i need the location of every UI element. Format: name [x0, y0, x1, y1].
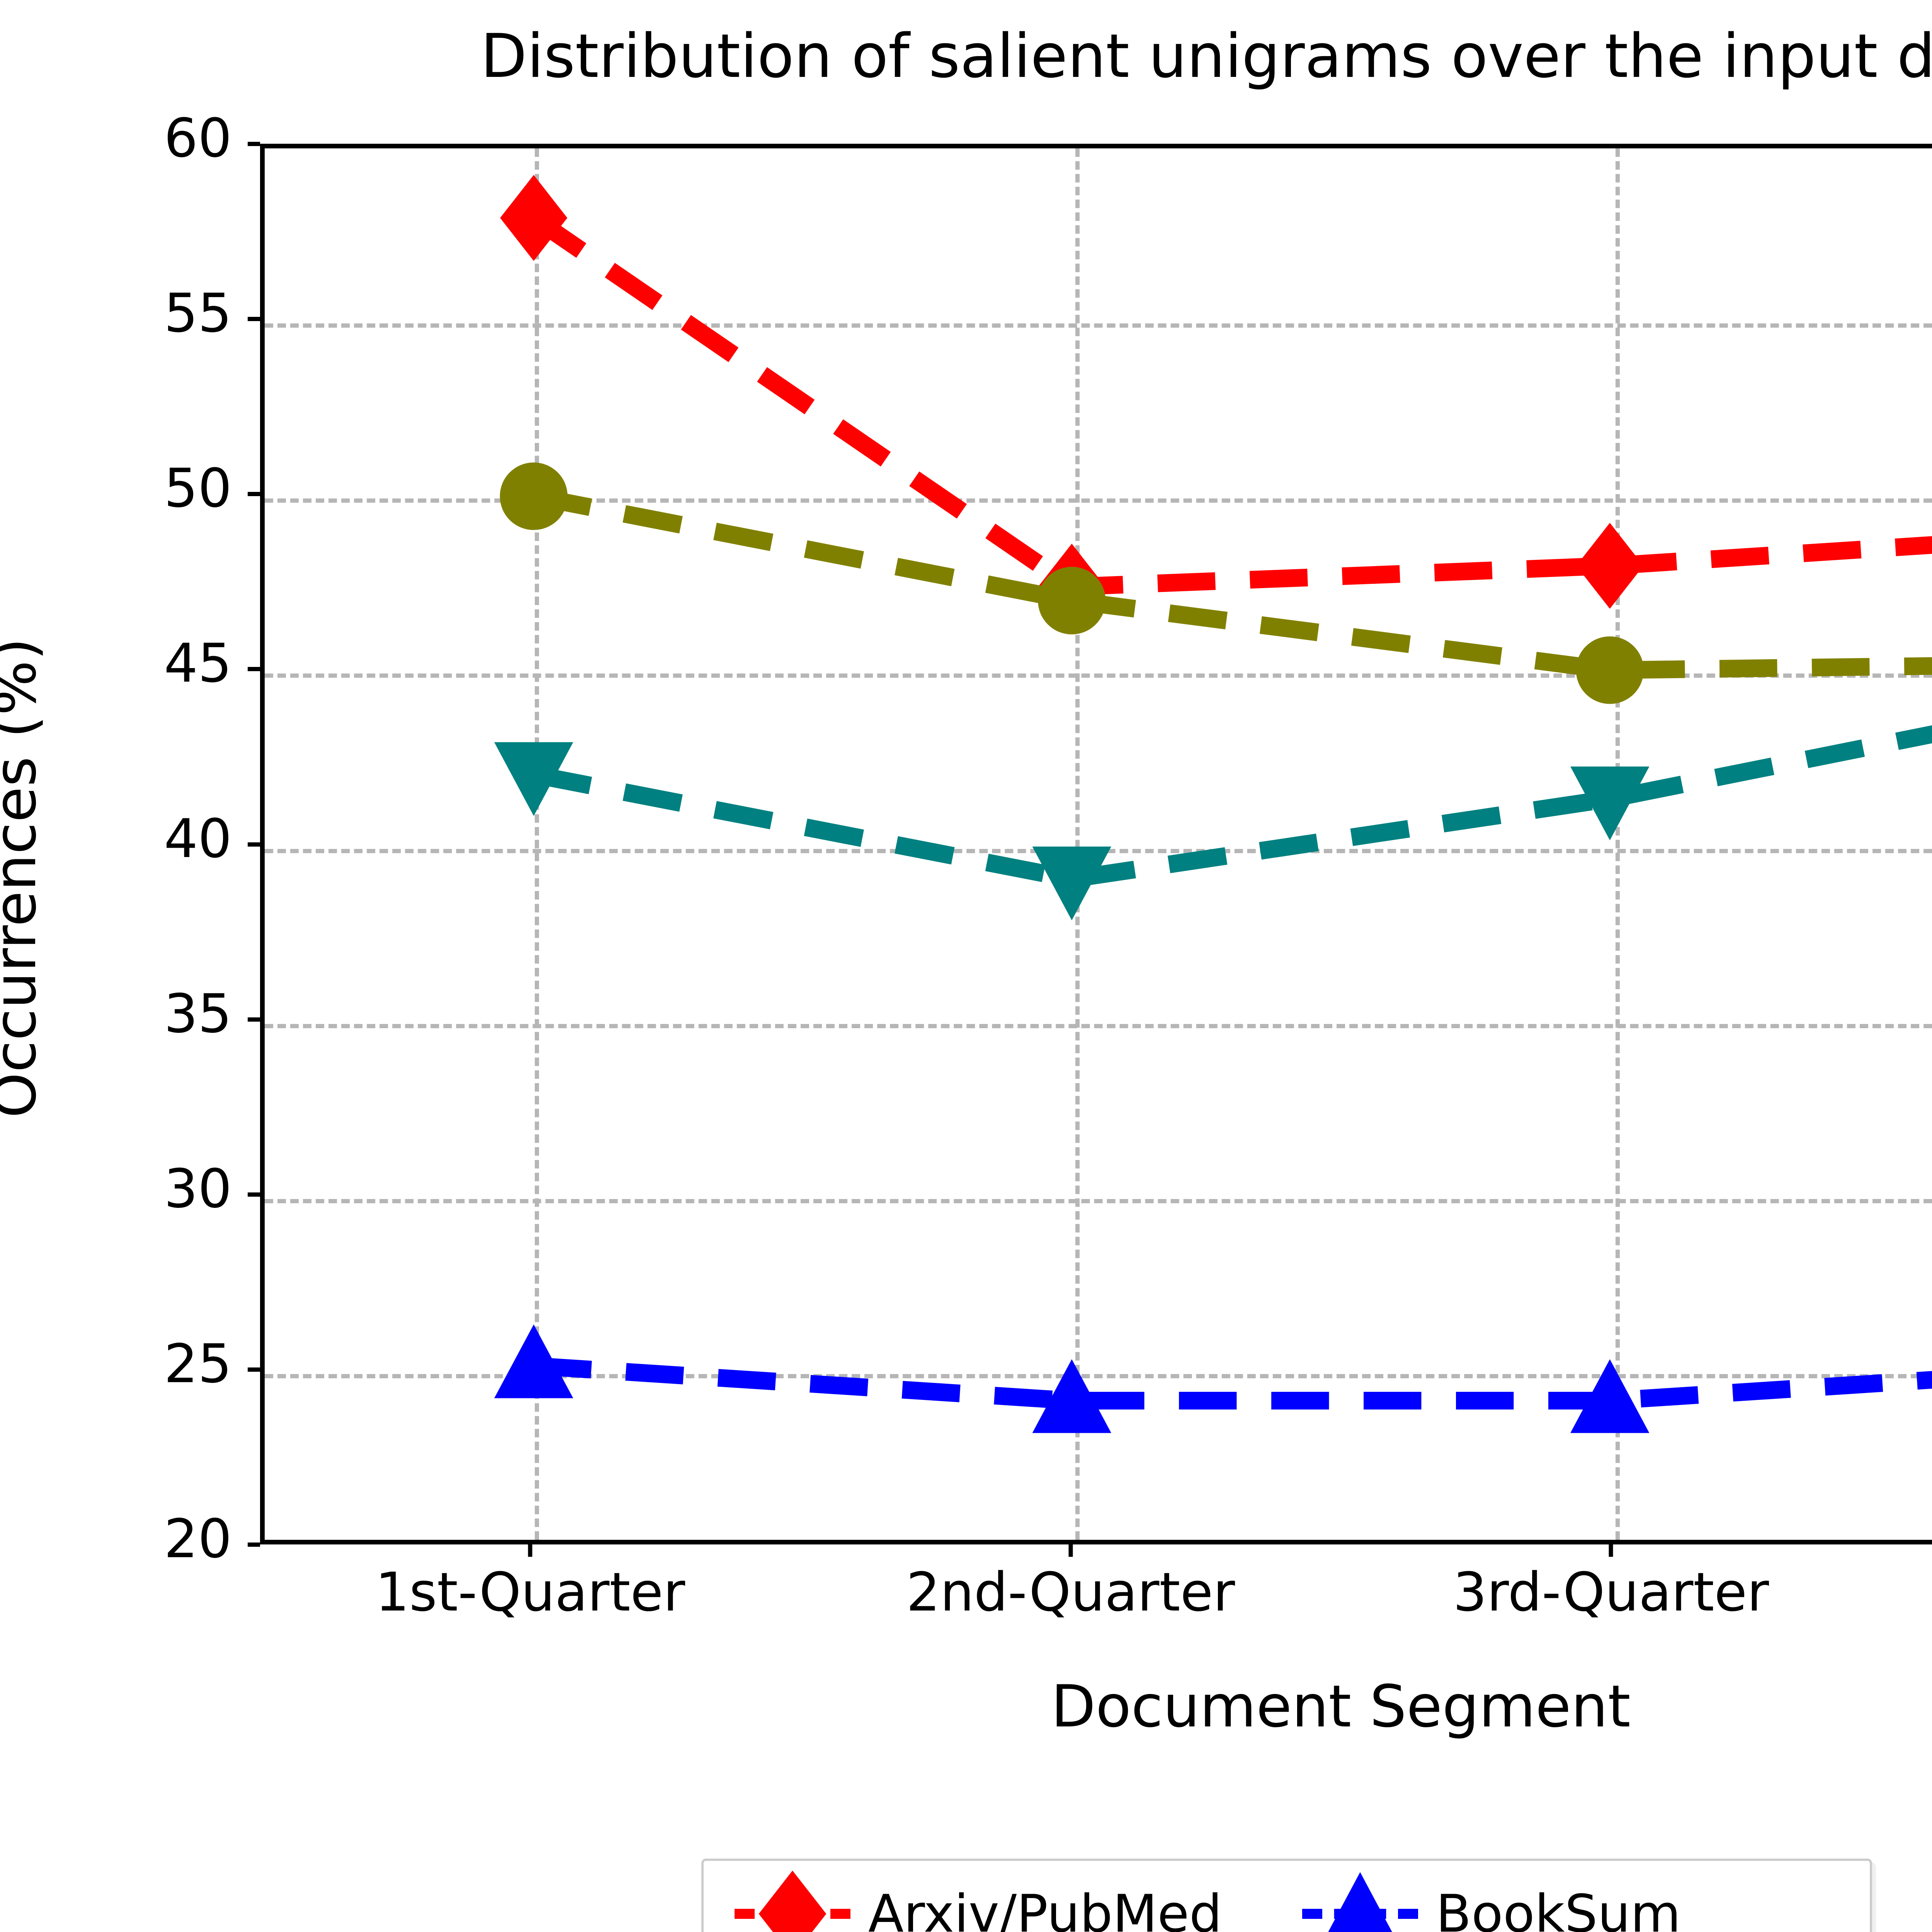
legend: Arxiv/PubMedBookSumBigPatentECTSum [701, 1859, 1872, 1932]
series-group [500, 175, 1932, 630]
gridline-horizontal [265, 1374, 1932, 1378]
x-axis-tick-mark [1609, 1544, 1613, 1557]
y-axis-tick-label: 40 [164, 807, 232, 870]
data-point-marker [1570, 766, 1650, 840]
y-axis-tick-mark [248, 492, 260, 497]
data-point-marker [494, 1324, 573, 1398]
y-axis-tick-mark [248, 1192, 260, 1197]
data-point-marker [1576, 523, 1644, 609]
x-axis-tick-label: 3rd-Quarter [1453, 1561, 1769, 1623]
data-point-marker [494, 742, 573, 816]
y-axis-tick-label: 25 [164, 1332, 232, 1395]
data-point-marker [759, 1871, 827, 1932]
series-line [533, 1357, 1932, 1410]
x-axis-tick-label: 2nd-Quarter [906, 1561, 1235, 1623]
legend-marker-glyph [1328, 1872, 1392, 1932]
gridline-horizontal [265, 1024, 1932, 1028]
series-group [494, 725, 1932, 920]
data-point-marker [1038, 566, 1106, 634]
y-axis-tick-mark [248, 317, 260, 321]
gridline-horizontal [265, 1199, 1932, 1203]
x-axis-tick-mark [1068, 1544, 1073, 1557]
y-axis-tick-label: 30 [164, 1157, 232, 1220]
data-point-marker [1032, 1359, 1111, 1433]
y-axis-tick-label: 20 [164, 1508, 232, 1570]
data-point-marker [500, 175, 568, 261]
y-axis-label: Occurrences (%) [0, 638, 49, 1118]
y-axis-tick-mark [248, 1367, 260, 1372]
x-axis-tick-label: 1st-Quarter [375, 1561, 685, 1623]
data-point-marker [1576, 636, 1644, 704]
gridline-horizontal [265, 498, 1932, 503]
y-axis-tick-label: 50 [164, 457, 232, 520]
gridline-horizontal [265, 673, 1932, 678]
y-axis-tick-mark [248, 142, 260, 146]
y-axis-tick-label: 55 [164, 282, 232, 345]
x-axis-tick-mark [528, 1544, 532, 1557]
y-axis-tick-label: 60 [164, 107, 232, 169]
y-axis-tick-mark [248, 1543, 260, 1547]
gridline-vertical [1616, 148, 1620, 1540]
page-title: Distribution of salient unigrams over th… [480, 21, 1932, 91]
legend-marker-triangle-up-icon [1302, 1872, 1418, 1932]
series-layer [494, 175, 1932, 1433]
legend-entry[interactable]: Arxiv/PubMed [719, 1871, 1287, 1932]
legend-marker-diamond-icon [735, 1871, 850, 1932]
data-point-marker [1328, 1872, 1392, 1932]
y-axis-tick-mark [248, 1017, 260, 1022]
legend-label: BookSum [1436, 1884, 1681, 1932]
y-axis-tick-label: 35 [164, 982, 232, 1045]
y-axis-tick-label: 45 [164, 632, 232, 695]
plot-inner [265, 148, 1932, 1540]
data-point-marker [1032, 846, 1111, 920]
gridline-horizontal [265, 323, 1932, 328]
plot-area [260, 144, 1932, 1544]
data-point-marker [1570, 1359, 1650, 1433]
gridline-vertical [535, 148, 539, 1540]
series-group [500, 462, 1932, 704]
y-axis-tick-mark [248, 667, 260, 672]
gridline-vertical [1075, 148, 1080, 1540]
data-point-marker [500, 462, 568, 530]
series-group [494, 1324, 1932, 1433]
legend-label: Arxiv/PubMed [868, 1884, 1222, 1932]
legend-marker-glyph [759, 1871, 827, 1932]
series-line [532, 725, 1932, 888]
legend-entry[interactable]: BookSum [1287, 1872, 1854, 1932]
y-axis-tick-mark [248, 842, 260, 847]
series-line [529, 211, 1932, 596]
x-axis-label: Document Segment [1051, 1673, 1631, 1740]
series-line [532, 487, 1932, 679]
